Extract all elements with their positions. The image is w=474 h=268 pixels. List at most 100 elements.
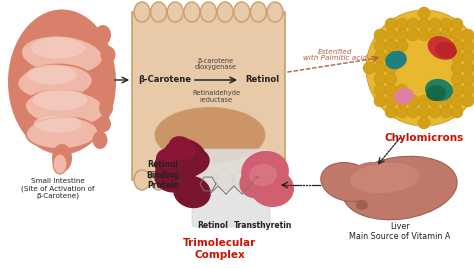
Circle shape (429, 29, 441, 41)
Ellipse shape (426, 85, 446, 101)
Circle shape (396, 29, 408, 41)
Ellipse shape (163, 139, 207, 177)
Circle shape (385, 106, 397, 118)
Circle shape (374, 62, 386, 74)
Circle shape (440, 106, 452, 118)
Circle shape (385, 62, 397, 74)
Text: Retinaldehyde
reductase: Retinaldehyde reductase (192, 90, 240, 102)
Ellipse shape (8, 9, 116, 154)
Circle shape (451, 95, 463, 107)
Circle shape (440, 84, 452, 96)
Circle shape (385, 18, 397, 30)
Circle shape (451, 40, 463, 52)
Ellipse shape (21, 36, 103, 74)
Circle shape (374, 84, 386, 96)
Ellipse shape (425, 79, 453, 101)
Ellipse shape (134, 2, 150, 22)
Text: Chylomicrons: Chylomicrons (384, 133, 464, 143)
Ellipse shape (18, 64, 92, 100)
Ellipse shape (151, 2, 167, 22)
Ellipse shape (173, 176, 211, 208)
Text: β-Carotene: β-Carotene (138, 76, 191, 84)
Text: Retinol: Retinol (198, 221, 228, 230)
Ellipse shape (241, 151, 289, 193)
Circle shape (385, 84, 397, 96)
Circle shape (429, 106, 441, 118)
Circle shape (407, 95, 419, 107)
Circle shape (462, 40, 474, 52)
Circle shape (429, 18, 441, 30)
Ellipse shape (250, 169, 294, 207)
Ellipse shape (30, 37, 85, 59)
Circle shape (418, 7, 430, 19)
Circle shape (473, 62, 474, 74)
Circle shape (385, 51, 397, 63)
Ellipse shape (100, 83, 114, 99)
Circle shape (385, 29, 397, 41)
Circle shape (396, 106, 408, 118)
Ellipse shape (249, 164, 277, 186)
Ellipse shape (101, 64, 115, 82)
Ellipse shape (100, 46, 116, 64)
Ellipse shape (95, 25, 111, 45)
Ellipse shape (53, 154, 67, 174)
Circle shape (451, 84, 463, 96)
Ellipse shape (155, 107, 265, 162)
Ellipse shape (180, 149, 210, 175)
Circle shape (366, 10, 474, 126)
Ellipse shape (155, 151, 190, 179)
Ellipse shape (25, 90, 105, 126)
Ellipse shape (169, 136, 195, 160)
Circle shape (396, 40, 408, 52)
Circle shape (374, 95, 386, 107)
Circle shape (462, 29, 474, 41)
Ellipse shape (394, 88, 414, 104)
Circle shape (429, 95, 441, 107)
Ellipse shape (428, 36, 456, 60)
Circle shape (418, 29, 430, 41)
Ellipse shape (234, 170, 250, 190)
Circle shape (451, 62, 463, 74)
Text: Esterified
with Palmitic acid: Esterified with Palmitic acid (303, 49, 367, 61)
Circle shape (462, 51, 474, 63)
Circle shape (451, 106, 463, 118)
Circle shape (462, 84, 474, 96)
Circle shape (407, 106, 419, 118)
Ellipse shape (184, 170, 200, 190)
Circle shape (396, 18, 408, 30)
Ellipse shape (239, 166, 277, 198)
Circle shape (374, 51, 386, 63)
Ellipse shape (347, 162, 397, 204)
Text: Retinol
Binding
Protein: Retinol Binding Protein (146, 160, 180, 190)
Ellipse shape (97, 116, 111, 132)
Circle shape (440, 40, 452, 52)
Ellipse shape (234, 2, 250, 22)
Ellipse shape (167, 2, 183, 22)
Ellipse shape (34, 115, 82, 133)
Ellipse shape (201, 170, 217, 190)
Circle shape (451, 73, 463, 85)
Ellipse shape (27, 65, 77, 85)
Circle shape (396, 84, 408, 96)
Text: Liver
Main Source of Vitamin A: Liver Main Source of Vitamin A (349, 222, 451, 241)
Circle shape (451, 51, 463, 63)
Circle shape (418, 95, 430, 107)
Bar (132, 12, 285, 180)
Circle shape (396, 95, 408, 107)
Circle shape (385, 40, 397, 52)
Circle shape (418, 106, 430, 118)
Text: OH: OH (254, 176, 260, 180)
Ellipse shape (267, 2, 283, 22)
Circle shape (462, 62, 474, 74)
Ellipse shape (151, 170, 167, 190)
Circle shape (451, 29, 463, 41)
Ellipse shape (99, 99, 113, 117)
Text: Retinol: Retinol (245, 76, 279, 84)
Ellipse shape (250, 170, 266, 190)
Circle shape (418, 18, 430, 30)
Ellipse shape (184, 2, 200, 22)
Text: Small Intestine
(Site of Activation of
β-Carotene): Small Intestine (Site of Activation of β… (21, 178, 95, 199)
Ellipse shape (26, 117, 98, 149)
Circle shape (440, 95, 452, 107)
Ellipse shape (52, 144, 72, 172)
